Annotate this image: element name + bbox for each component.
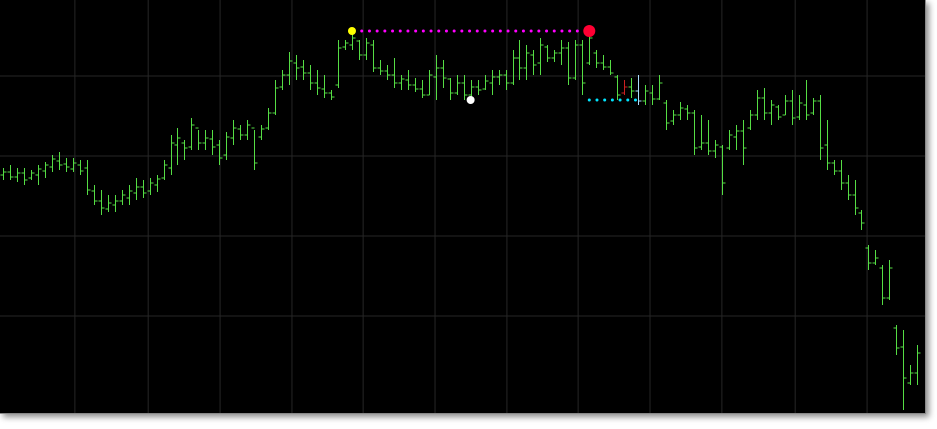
marker	[466, 96, 475, 104]
chart-frame	[0, 0, 926, 414]
chart	[0, 0, 925, 413]
marker	[583, 25, 596, 37]
marker	[347, 27, 356, 35]
